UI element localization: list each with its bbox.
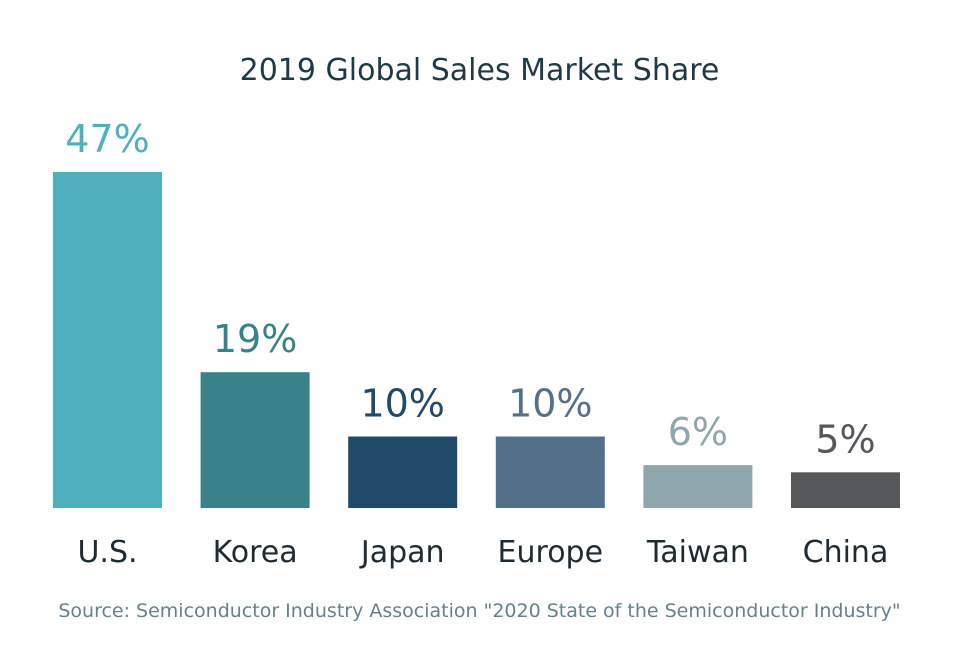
bar-japan bbox=[348, 436, 458, 508]
bar-taiwan bbox=[643, 465, 753, 508]
bar-korea bbox=[200, 372, 310, 508]
value-label: 10% bbox=[360, 382, 444, 426]
category-label: Europe bbox=[498, 535, 604, 570]
value-label: 47% bbox=[65, 117, 149, 161]
value-label: 19% bbox=[213, 317, 297, 361]
category-label: U.S. bbox=[77, 535, 137, 570]
source-note: Source: Semiconductor Industry Associati… bbox=[58, 600, 901, 622]
bar-china bbox=[791, 472, 900, 508]
value-label: 10% bbox=[508, 382, 592, 426]
category-label: Taiwan bbox=[646, 535, 749, 570]
bar-us bbox=[53, 172, 162, 508]
category-label: Korea bbox=[213, 535, 298, 570]
category-label: China bbox=[803, 535, 889, 570]
category-label: Japan bbox=[359, 535, 445, 570]
value-label: 6% bbox=[668, 410, 728, 454]
chart-title: 2019 Global Sales Market Share bbox=[239, 53, 720, 88]
value-label: 5% bbox=[815, 417, 875, 461]
bar-europe bbox=[495, 436, 605, 508]
